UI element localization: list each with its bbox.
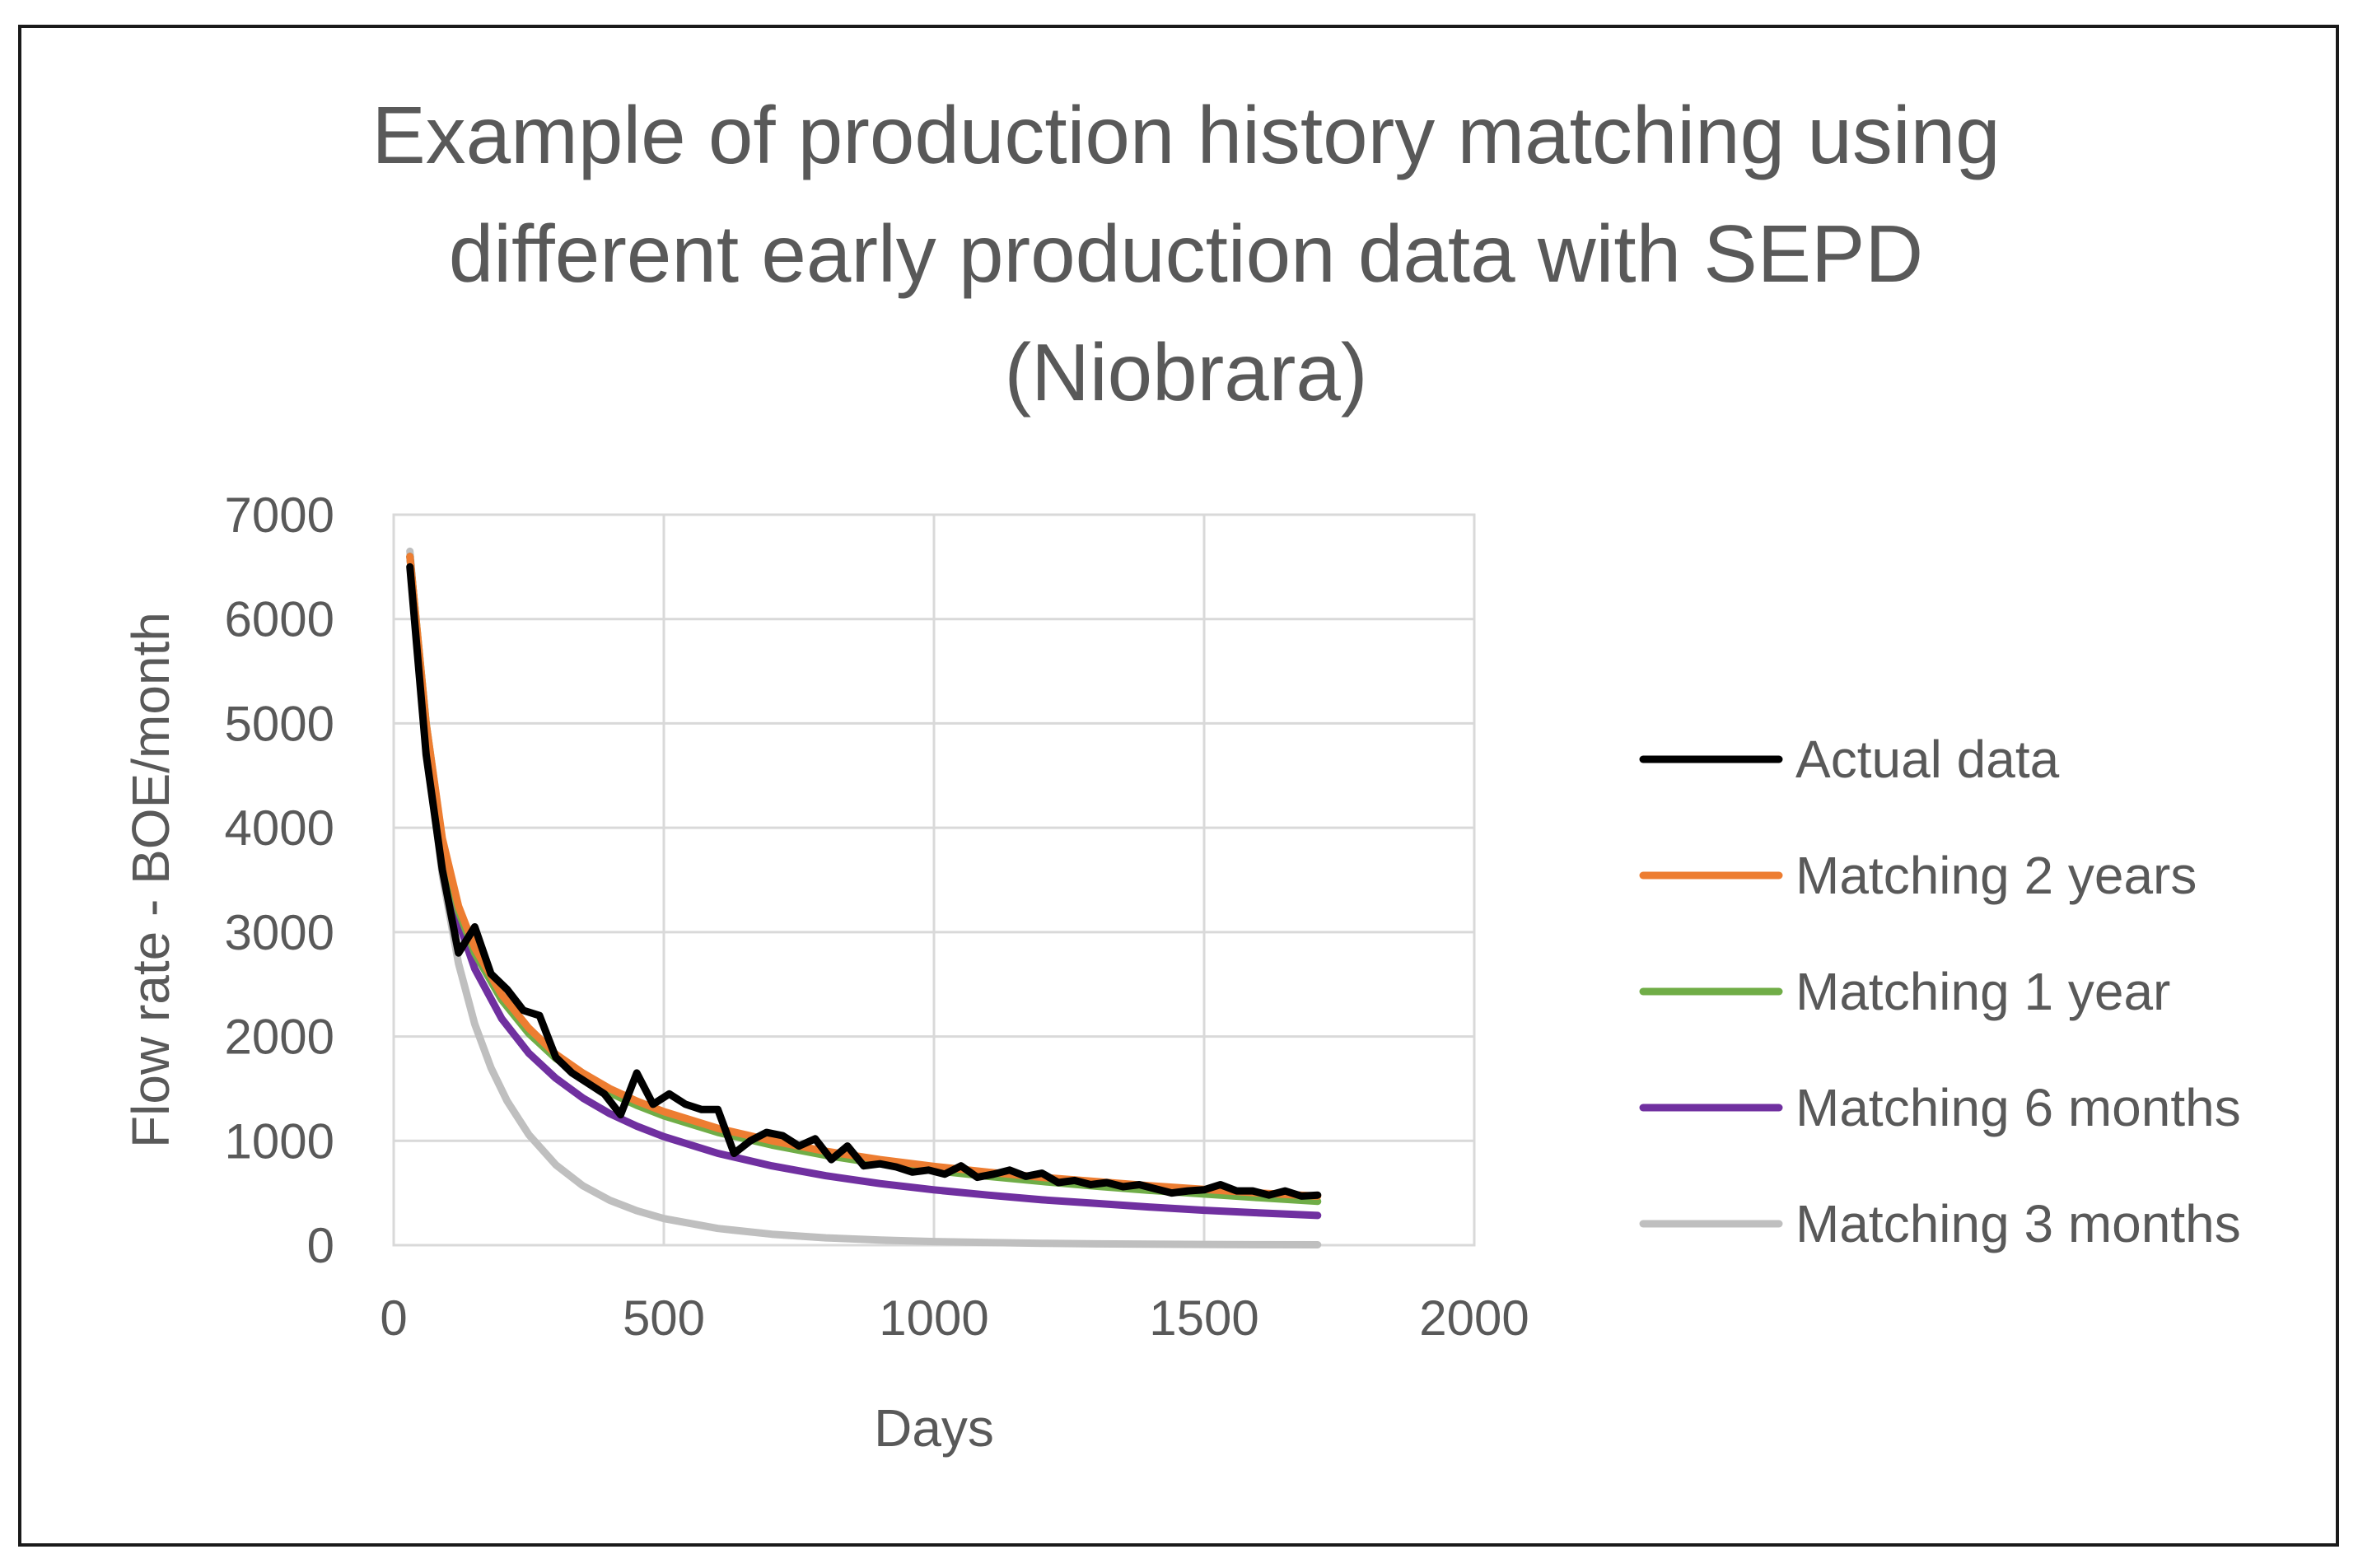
y-tick-label: 7000 xyxy=(225,488,334,543)
series-line-actual-data xyxy=(406,562,1322,1200)
x-tick-label: 500 xyxy=(623,1290,705,1346)
series-layer xyxy=(406,547,1322,1248)
title-line-3: (Niobrara) xyxy=(1004,327,1367,418)
legend-label: Matching 1 year xyxy=(1795,962,2170,1021)
y-axis-title: Flow rate - BOE/month xyxy=(121,612,180,1148)
series-line-matching-6-months xyxy=(406,553,1322,1220)
y-tick-label: 0 xyxy=(307,1218,334,1273)
title-line-2: different early production data with SEP… xyxy=(449,208,1923,299)
y-tick-label: 4000 xyxy=(225,800,334,856)
x-axis-title: Days xyxy=(874,1398,994,1458)
title-line-1: Example of production history matching u… xyxy=(371,90,2000,180)
legend-label: Matching 2 years xyxy=(1795,846,2197,905)
y-tick-label: 5000 xyxy=(225,696,334,751)
legend-label: Matching 3 months xyxy=(1795,1194,2241,1253)
y-tick-label: 6000 xyxy=(225,592,334,647)
gridlines xyxy=(392,513,1476,1247)
y-tick-label: 2000 xyxy=(225,1010,334,1065)
y-tick-label: 1000 xyxy=(225,1113,334,1169)
chart-title: Example of production history matching u… xyxy=(371,90,2000,418)
x-tick-label: 1500 xyxy=(1149,1290,1258,1346)
y-tick-label: 3000 xyxy=(225,905,334,960)
legend: Actual data Matching 2 years Matching 1 ye… xyxy=(1639,730,2241,1253)
x-tick-label: 2000 xyxy=(1419,1290,1529,1346)
tick-labels: 0 1000 2000 3000 4000 5000 6000 7000 0 500 1000 150… xyxy=(225,488,1529,1346)
series-line-matching-3-months xyxy=(406,547,1322,1248)
legend-label: Actual data xyxy=(1795,730,2060,789)
x-tick-label: 1000 xyxy=(879,1290,988,1346)
legend-label: Matching 6 months xyxy=(1795,1078,2241,1137)
x-tick-label: 0 xyxy=(380,1290,407,1346)
